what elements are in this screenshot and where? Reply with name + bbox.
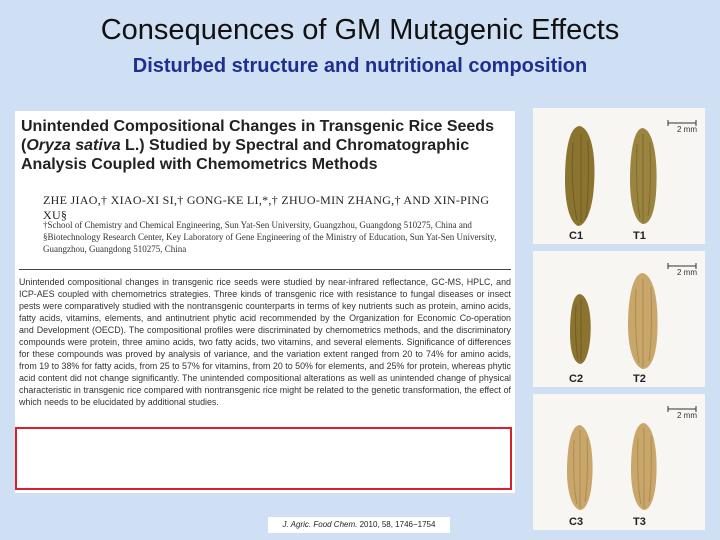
- highlight-box: [15, 427, 512, 490]
- grain-transgenic-icon: [630, 128, 657, 224]
- paper-citation: J. Agric. Food Chem. 2010, 58, 1746−1754: [268, 517, 450, 533]
- paper-title-line: Analysis Coupled with Chemometrics Metho…: [21, 156, 378, 173]
- slide-subtitle: Disturbed structure and nutritional comp…: [132, 55, 588, 77]
- scale-bar-icon: [667, 120, 697, 126]
- slide-title: Consequences of GM Mutagenic Effects: [100, 14, 620, 46]
- grain-panel-2: 2 mm C2 T2: [533, 251, 705, 387]
- paper-title-rest: L.) Studied by Spectral and Chromatograp…: [120, 137, 470, 154]
- grain-label-transgenic: T3: [633, 516, 646, 528]
- paper-title: Unintended Compositional Changes in Tran…: [21, 117, 513, 174]
- paper-title-paren: (: [21, 137, 27, 154]
- scale-label: 2 mm: [677, 268, 697, 277]
- grain-label-transgenic: T1: [633, 230, 646, 242]
- grain-label-control: C1: [569, 230, 584, 242]
- paper-title-line: Unintended Compositional Changes in Tran…: [21, 118, 494, 135]
- paper-title-line: (Oryza sativa L.) Studied by Spectral an…: [21, 136, 513, 155]
- grain-label-transgenic: T2: [633, 373, 646, 385]
- scale-bar-icon: [667, 406, 697, 412]
- paper-divider: [19, 269, 511, 270]
- grain-control-icon: [570, 294, 591, 364]
- paper-authors: ZHE JIAO,† XIAO-XI SI,† GONG-KE LI,*,† Z…: [43, 193, 490, 222]
- paper-excerpt: Unintended Compositional Changes in Tran…: [15, 111, 515, 493]
- grain-control-icon: [565, 126, 595, 226]
- grain-panel-1: 2 mm C1 T1: [533, 108, 705, 244]
- paper-abstract: Unintended compositional changes in tran…: [19, 277, 511, 408]
- grain-panel-3: 2 mm C3 T3: [533, 394, 705, 530]
- citation-journal: J. Agric. Food Chem.: [282, 520, 358, 529]
- paper-title-species: Oryza sativa: [26, 137, 121, 154]
- scale-label: 2 mm: [677, 411, 697, 420]
- grain-label-control: C3: [569, 516, 584, 528]
- grain-transgenic-icon: [631, 423, 657, 510]
- grain-transgenic-icon: [628, 273, 658, 369]
- scale-bar-icon: [667, 263, 697, 269]
- citation-ref: 2010, 58, 1746−1754: [357, 520, 436, 529]
- scale-label: 2 mm: [677, 125, 697, 134]
- grain-label-control: C2: [569, 373, 584, 385]
- paper-affiliation: †School of Chemistry and Chemical Engine…: [43, 220, 497, 254]
- grain-control-icon: [567, 425, 593, 510]
